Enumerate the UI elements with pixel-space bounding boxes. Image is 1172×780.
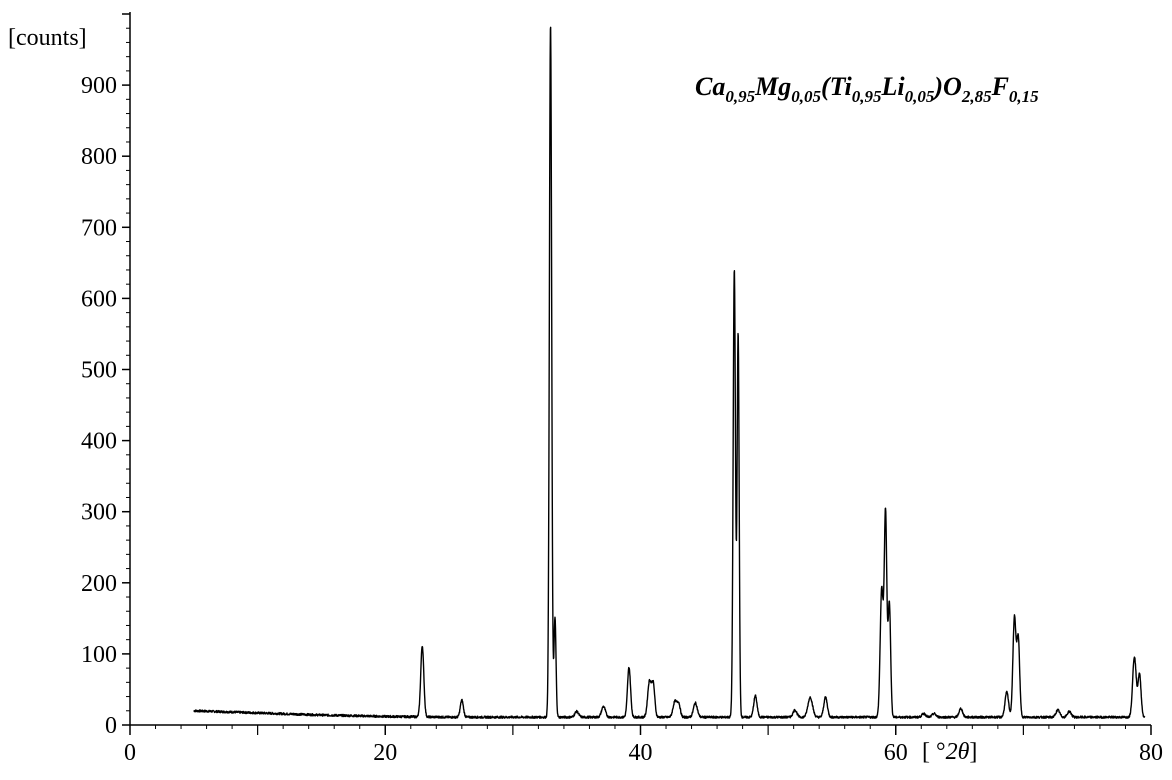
y-tick-label: 400: [81, 429, 117, 455]
y-tick-label: 700: [81, 215, 117, 241]
y-tick-label: 300: [81, 500, 117, 526]
x-axis: 0 20 40 60 80: [124, 724, 1163, 766]
x-tick-label: 80: [1139, 740, 1163, 766]
x-tick-label: 20: [373, 740, 397, 766]
x-tick-label: 60: [884, 740, 908, 766]
y-tick-label: 900: [81, 73, 117, 99]
x-axis-label: [ °2θ]: [922, 739, 977, 765]
diffraction-pattern-line: [193, 26, 1146, 719]
y-tick-label: 600: [81, 286, 117, 312]
y-tick-label: 100: [81, 642, 117, 668]
y-tick-label: 800: [81, 144, 117, 170]
y-tick-label: 0: [105, 713, 117, 739]
x-tick-label: 0: [124, 740, 136, 766]
y-axis-label: [counts]: [8, 25, 87, 51]
x-tick-label: 40: [629, 740, 653, 766]
y-axis: 0 100 200 300 400 500 600 700 800 900: [81, 12, 131, 739]
y-tick-label: 200: [81, 571, 117, 597]
y-tick-label: 500: [81, 358, 117, 384]
compound-formula-annotation: Ca0,95Mg0,05(Ti0,95Li0,05)O2,85F0,15: [695, 72, 1039, 106]
